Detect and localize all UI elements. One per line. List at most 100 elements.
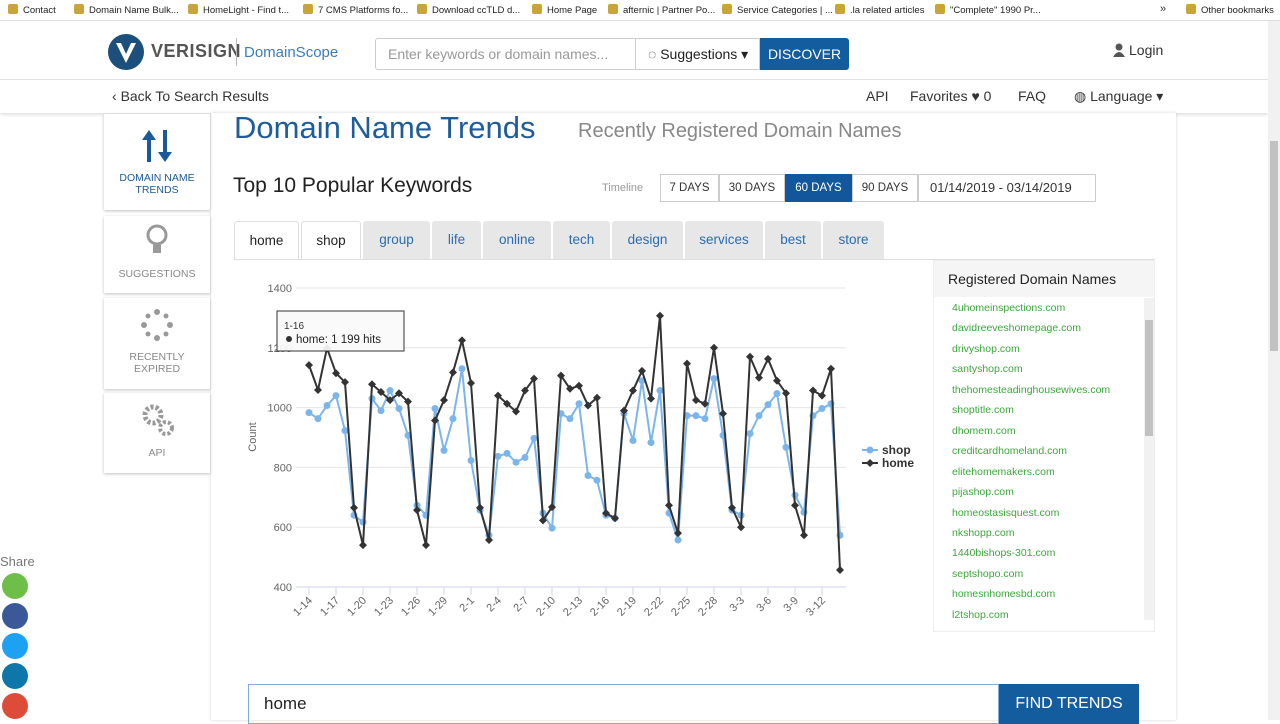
product[interactable]: DomainScope — [244, 44, 339, 61]
gears-icon — [142, 404, 174, 436]
domain-link[interactable]: creditcardhomeland.com — [952, 445, 1067, 458]
domain-link[interactable]: shoptitle.com — [952, 404, 1014, 417]
back-link[interactable]: ‹ Back To Search Results — [112, 88, 269, 104]
tab[interactable]: shop — [301, 221, 361, 259]
bookmark[interactable]: Domain Name Bulk... — [74, 4, 179, 16]
share-linkedin[interactable] — [2, 663, 28, 689]
scrollbar[interactable] — [1144, 298, 1154, 620]
x-tick-label: 2-16 — [588, 595, 612, 619]
tab[interactable]: online — [483, 221, 551, 259]
x-tick-label: 1-20 — [345, 595, 369, 619]
domain-panel: Registered Domain Names — [933, 260, 1155, 632]
share-label: Share — [0, 554, 35, 569]
tab[interactable]: home — [234, 221, 299, 259]
domain-link[interactable]: drivyshop.com — [952, 342, 1020, 355]
data-point — [575, 400, 583, 408]
sidebar-suggestions[interactable]: SUGGESTIONS — [104, 216, 210, 293]
domain-link[interactable]: dhomem.com — [952, 424, 1016, 437]
discover-button[interactable]: DISCOVER — [760, 38, 849, 70]
trend-search-input[interactable]: home — [248, 684, 999, 724]
domain-link[interactable]: septshopo.com — [952, 567, 1024, 580]
sidebar-expired[interactable]: RECENTLY EXPIRED — [104, 298, 210, 389]
timeline-button[interactable]: 30 DAYS — [719, 174, 785, 202]
tab[interactable]: life — [432, 221, 481, 259]
bookmark[interactable]: Download ccTLD d... — [417, 4, 520, 16]
timeline-button[interactable]: 7 DAYS — [660, 174, 719, 202]
bookmark[interactable]: HomeLight - Find t... — [188, 4, 289, 16]
login-link[interactable]: Login — [1129, 42, 1164, 58]
timeline-button[interactable]: 60 DAYS — [785, 174, 852, 202]
domain-link[interactable]: thehomesteadinghousewives.com — [952, 383, 1111, 396]
chart: 4006008001000120014001-141-171-201-231-2… — [247, 283, 914, 619]
data-point — [377, 388, 385, 397]
bookmark[interactable]: "Complete" 1990 Pr... — [935, 4, 1041, 16]
faq-link[interactable]: FAQ — [1018, 88, 1047, 104]
data-point — [782, 389, 790, 398]
tab[interactable]: group — [363, 221, 430, 259]
bookmark[interactable]: Other bookmarks — [1186, 4, 1274, 16]
share-email[interactable] — [2, 573, 28, 599]
share-googleplus[interactable] — [2, 693, 28, 719]
bookmark[interactable]: .la related articles — [835, 4, 924, 16]
bookmark[interactable]: Home Page — [532, 4, 597, 16]
x-tick-label: 2-10 — [534, 595, 558, 619]
domain-link[interactable]: homeostasisquest.com — [952, 506, 1060, 519]
data-point — [746, 352, 754, 361]
domain-link[interactable]: elitehomemakers.com — [952, 465, 1055, 478]
bookmark[interactable]: 7 CMS Platforms fo... — [303, 4, 408, 16]
tab[interactable]: tech — [553, 221, 610, 259]
data-point — [593, 393, 601, 402]
brand[interactable]: VERISIGN — [151, 41, 242, 61]
data-point — [422, 541, 430, 550]
favorites-link[interactable]: Favorites ♥ 0 — [910, 88, 992, 104]
api-link[interactable]: API — [866, 88, 889, 104]
sidebar-label: API — [148, 447, 166, 459]
data-point — [377, 407, 385, 415]
series-line — [308, 368, 841, 541]
data-point — [503, 399, 511, 408]
domain-panel-title: Registered Domain Names — [934, 261, 1154, 297]
data-point — [647, 439, 655, 447]
tab[interactable]: design — [612, 221, 683, 259]
share-twitter[interactable] — [2, 633, 28, 659]
data-point — [494, 391, 502, 400]
spinner-icon — [141, 309, 173, 341]
x-tick-label: 3-3 — [727, 595, 747, 615]
bookmark[interactable]: Service Categories | ... — [722, 4, 833, 16]
tooltip-text: home: 1 199 hits — [296, 334, 381, 346]
domain-link[interactable]: pijashop.com — [952, 486, 1014, 499]
domain-link[interactable]: nkshopp.com — [952, 526, 1015, 539]
tab[interactable]: services — [685, 221, 763, 259]
data-point — [566, 415, 574, 423]
domain-link[interactable]: homesnhomesbd.com — [952, 588, 1056, 601]
data-point — [719, 409, 727, 418]
domain-link[interactable]: l2tshop.com — [952, 608, 1009, 621]
page-scrollbar[interactable] — [1268, 21, 1280, 720]
data-point — [413, 506, 421, 515]
scroll-thumb[interactable] — [1145, 320, 1153, 436]
domain-link[interactable]: davidreeveshomepage.com — [952, 322, 1081, 335]
date-range[interactable]: 01/14/2019 - 03/14/2019 — [918, 174, 1096, 202]
bookmark[interactable]: » — [1160, 3, 1167, 15]
share-facebook[interactable] — [2, 603, 28, 629]
domain-link[interactable]: 1440bishops-301.com — [952, 547, 1056, 560]
suggestions-dropdown[interactable]: ◌ Suggestions ▾ — [636, 38, 760, 70]
logo-icon[interactable] — [107, 33, 145, 71]
data-point — [323, 402, 331, 410]
timeline-button[interactable]: 90 DAYS — [852, 174, 918, 202]
search-input[interactable]: Enter keywords or domain names... — [375, 38, 636, 70]
bookmark[interactable]: afternic | Partner Po... — [608, 4, 715, 16]
page-scroll-thumb[interactable] — [1270, 141, 1278, 351]
sidebar-trends[interactable]: DOMAIN NAME TRENDS — [104, 114, 210, 210]
data-point — [431, 404, 439, 412]
domain-link[interactable]: santyshop.com — [952, 363, 1023, 376]
tab[interactable]: best — [765, 221, 821, 259]
data-point — [503, 449, 511, 457]
bookmark[interactable]: Contact — [8, 4, 56, 16]
data-point — [530, 434, 538, 442]
find-trends-button[interactable]: FIND TRENDS — [999, 684, 1139, 724]
domain-link[interactable]: 4uhomeinspections.com — [952, 302, 1066, 314]
sidebar-api[interactable]: API — [104, 393, 210, 473]
tab[interactable]: store — [823, 221, 884, 259]
language-menu[interactable]: ◍ Language ▾ — [1074, 88, 1164, 104]
